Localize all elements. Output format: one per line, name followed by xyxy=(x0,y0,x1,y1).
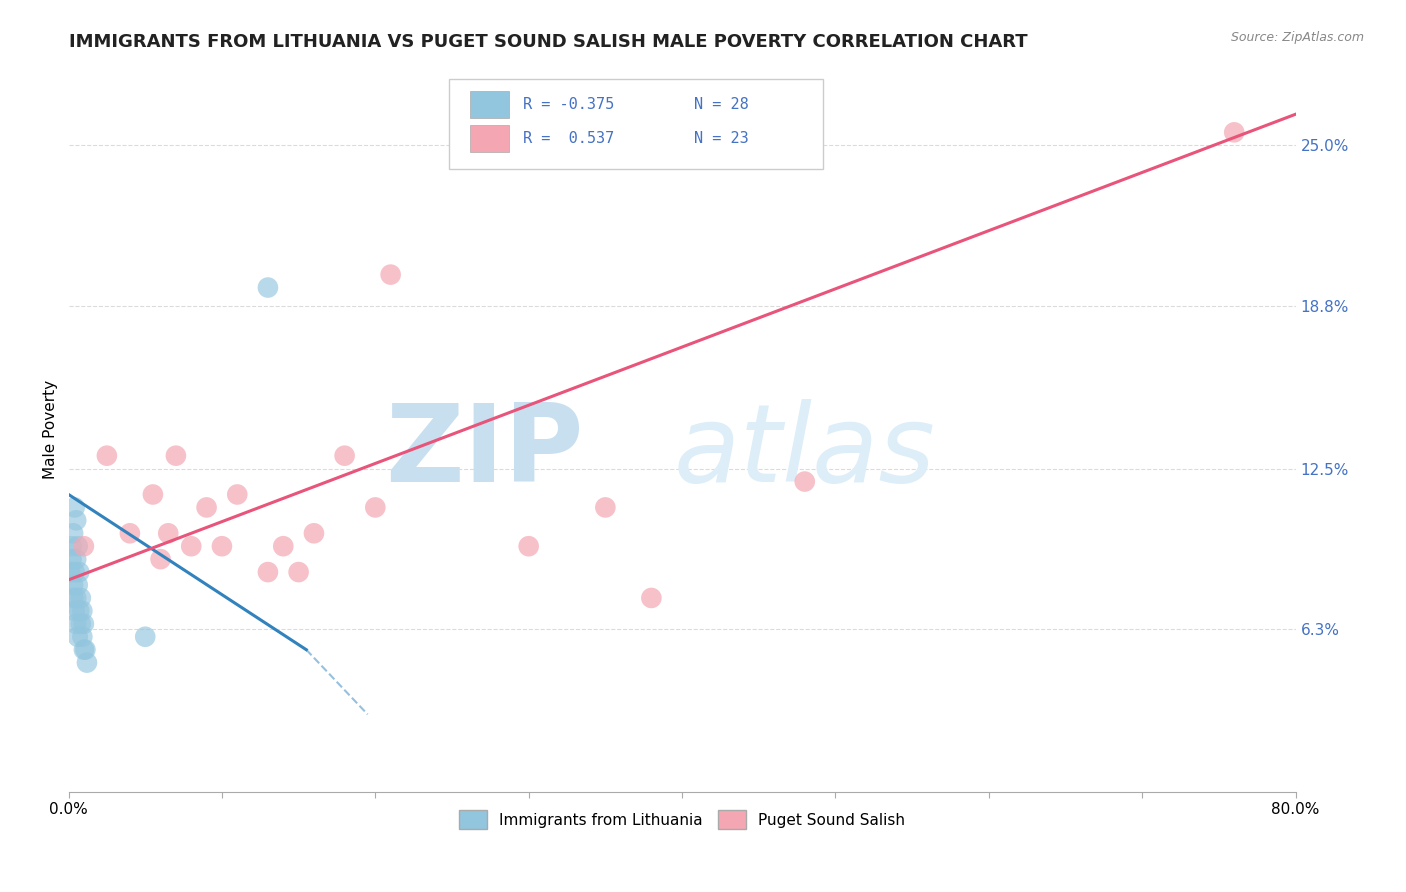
Text: N = 28: N = 28 xyxy=(695,97,749,112)
Point xyxy=(211,539,233,553)
Point xyxy=(595,500,617,515)
Point xyxy=(67,565,90,579)
Point xyxy=(69,591,91,605)
Point xyxy=(60,552,83,566)
Point xyxy=(60,539,83,553)
Y-axis label: Male Poverty: Male Poverty xyxy=(44,380,58,479)
Text: R = -0.375: R = -0.375 xyxy=(523,97,614,112)
Point xyxy=(157,526,180,541)
Legend: Immigrants from Lithuania, Puget Sound Salish: Immigrants from Lithuania, Puget Sound S… xyxy=(453,805,911,835)
Point xyxy=(257,280,280,294)
Point xyxy=(62,591,84,605)
Point xyxy=(271,539,294,553)
Point xyxy=(333,449,356,463)
Point xyxy=(180,539,202,553)
Point xyxy=(302,526,325,541)
Point xyxy=(195,500,218,515)
Text: ZIP: ZIP xyxy=(385,399,583,505)
Point xyxy=(75,642,97,657)
Point xyxy=(73,642,96,657)
Point xyxy=(59,565,82,579)
Point xyxy=(62,526,84,541)
Point xyxy=(72,630,94,644)
Point xyxy=(65,552,87,566)
Point xyxy=(142,487,165,501)
Point xyxy=(63,604,86,618)
Point xyxy=(793,475,815,489)
FancyBboxPatch shape xyxy=(470,125,509,153)
Point xyxy=(1223,125,1246,139)
Point xyxy=(76,656,98,670)
Point xyxy=(73,616,96,631)
Point xyxy=(62,578,84,592)
Point xyxy=(67,604,90,618)
Point xyxy=(165,449,187,463)
Point xyxy=(134,630,156,644)
Point xyxy=(63,500,86,515)
Point xyxy=(65,513,87,527)
Point xyxy=(66,630,89,644)
Point xyxy=(66,578,89,592)
Point xyxy=(640,591,662,605)
FancyBboxPatch shape xyxy=(470,91,509,119)
FancyBboxPatch shape xyxy=(449,78,823,169)
Text: N = 23: N = 23 xyxy=(695,131,749,146)
Point xyxy=(73,539,96,553)
Point xyxy=(517,539,540,553)
Text: IMMIGRANTS FROM LITHUANIA VS PUGET SOUND SALISH MALE POVERTY CORRELATION CHART: IMMIGRANTS FROM LITHUANIA VS PUGET SOUND… xyxy=(69,33,1028,51)
Point xyxy=(287,565,309,579)
Point xyxy=(226,487,249,501)
Point xyxy=(65,591,87,605)
Point xyxy=(66,539,89,553)
Point xyxy=(72,604,94,618)
Text: Source: ZipAtlas.com: Source: ZipAtlas.com xyxy=(1230,31,1364,45)
Point xyxy=(96,449,118,463)
Point xyxy=(380,268,402,282)
Text: R =  0.537: R = 0.537 xyxy=(523,131,614,146)
Point xyxy=(63,565,86,579)
Point xyxy=(65,616,87,631)
Text: atlas: atlas xyxy=(673,399,936,504)
Point xyxy=(149,552,172,566)
Point xyxy=(69,616,91,631)
Point xyxy=(118,526,141,541)
Point xyxy=(257,565,280,579)
Point xyxy=(364,500,387,515)
